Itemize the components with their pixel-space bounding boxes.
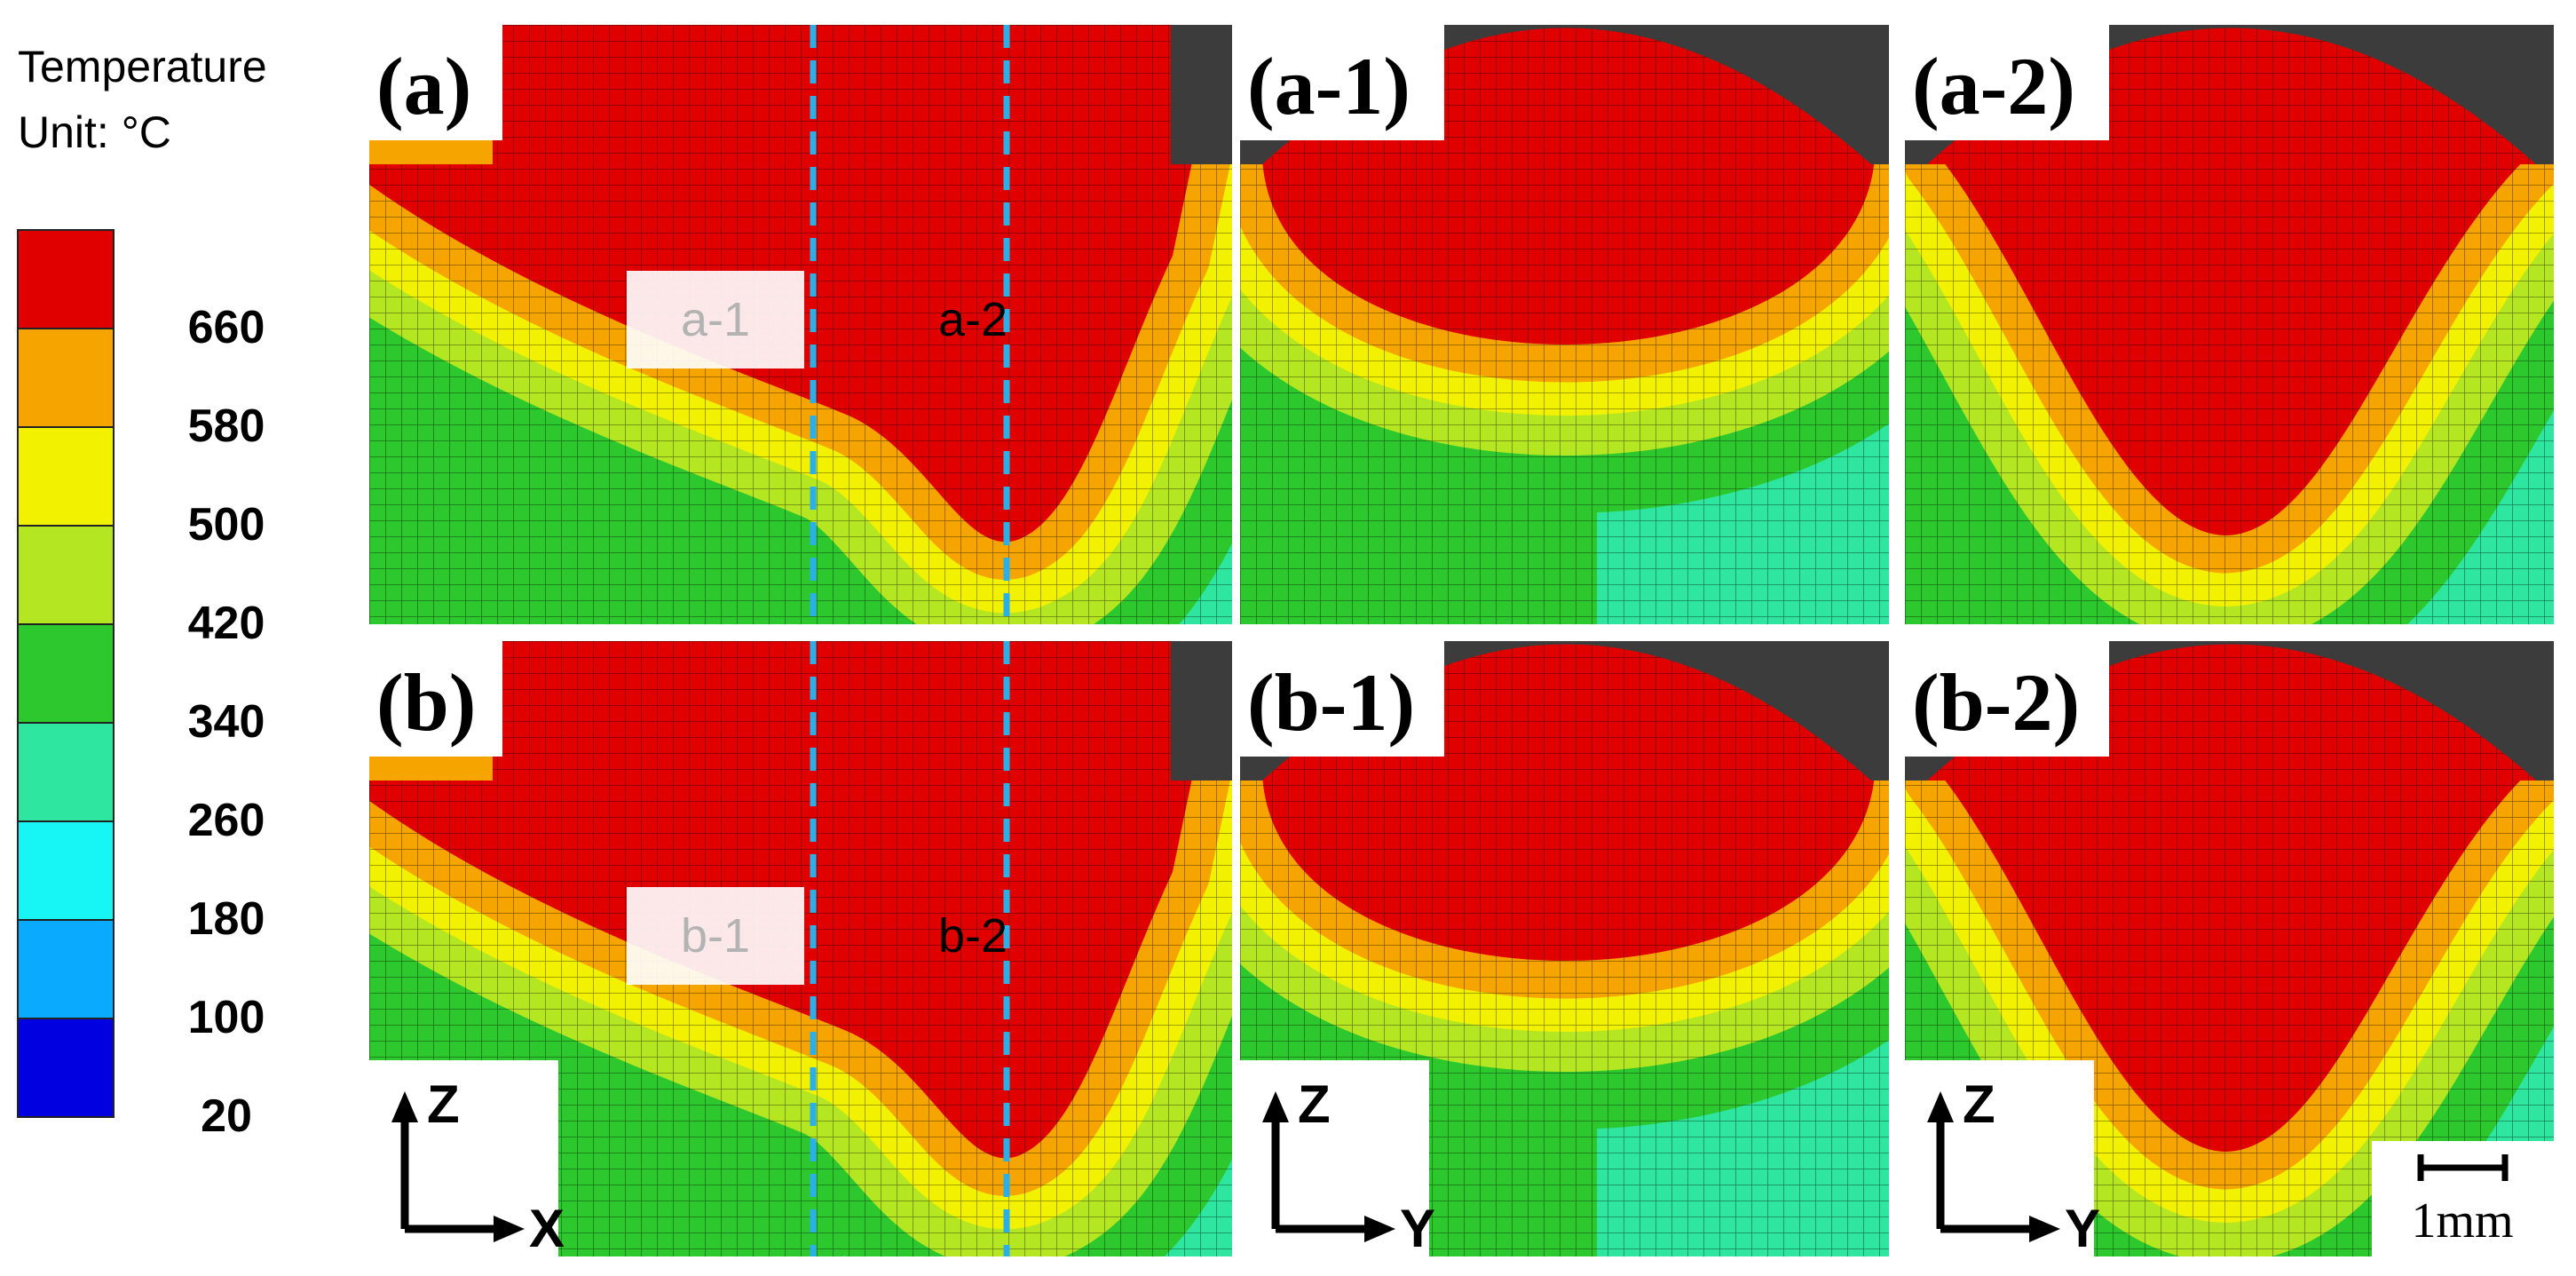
axis-triad: ZY (1905, 1060, 2100, 1258)
colorbar-band (17, 525, 115, 625)
colorbar-band (17, 919, 115, 1019)
colorbar-band (17, 328, 115, 428)
axis-arrows (1936, 1114, 2038, 1233)
colorbar-tick-label: 500 (188, 499, 265, 551)
panel-label: (b-2) (1912, 657, 2080, 748)
panel: (a-1) (1240, 25, 1889, 624)
deposit-mesh (493, 25, 1171, 164)
axis-label: Z (427, 1074, 460, 1134)
scale-box (2372, 1141, 2554, 1256)
axis-arrows (1271, 1114, 1373, 1233)
mesh (1905, 164, 2554, 624)
colorbar-tick-label: 420 (188, 598, 265, 649)
legend-unit: Unit: °C (18, 107, 171, 157)
colorbar-tick-label: 100 (188, 992, 265, 1043)
axis-label: Y (1400, 1199, 1435, 1258)
axis-triad: ZX (369, 1060, 565, 1258)
section-box (627, 887, 804, 985)
axis-arrows (400, 1114, 502, 1233)
axis-label: Z (1298, 1074, 1331, 1134)
panel-label: (b) (376, 657, 476, 748)
mesh (369, 164, 1232, 624)
section-label: b-2 (938, 909, 1007, 963)
panel: (b-1)ZY (1240, 641, 1889, 1258)
axis-label: X (529, 1199, 565, 1258)
panel: (a-2) (1905, 25, 2554, 624)
colorbar-tick-label: 180 (188, 893, 265, 945)
axis-label: Z (1963, 1074, 1995, 1134)
arrow-head (1262, 1091, 1395, 1242)
colorbar-tick-label: 20 (201, 1090, 252, 1142)
section-box (627, 271, 804, 369)
mesh (1240, 164, 1889, 624)
substrate (1240, 164, 1889, 624)
colorbar-tick-label: 260 (188, 795, 265, 846)
colorbar-tick-label: 580 (188, 400, 265, 452)
colorbar-tick-label: 660 (188, 302, 265, 353)
arrow-head (1927, 1091, 2060, 1242)
substrate (1905, 164, 2554, 624)
colorbar-band (17, 426, 115, 527)
label-box (1905, 25, 2109, 140)
label-box (369, 641, 502, 757)
label-box (369, 25, 502, 140)
panel: (b)b-1b-2ZX (369, 641, 1232, 1258)
scale-label: 1mm (2411, 1193, 2513, 1248)
panel: (a)a-1a-2 (369, 25, 1232, 624)
axis-triad: ZY (1240, 1060, 1435, 1258)
substrate (369, 164, 1232, 624)
colorbar-band (17, 820, 115, 921)
colorbar-band (17, 1018, 115, 1118)
arrow-head (391, 1091, 525, 1242)
panel: (b-2)ZY 1mm (1905, 641, 2554, 1258)
legend-title: Temperature (18, 42, 267, 91)
section-label: a-2 (938, 293, 1007, 346)
substrate (1240, 781, 1889, 1256)
label-box (1905, 641, 2109, 757)
label-box (1240, 641, 1444, 757)
colorbar-band (17, 229, 115, 329)
panel-label: (a-1) (1247, 41, 1410, 131)
scale-line (2417, 1154, 2509, 1181)
label-box (1240, 25, 1444, 140)
panel-label: (a-2) (1912, 41, 2075, 131)
panel-label: (a) (376, 41, 471, 131)
panel-label: (b-1) (1247, 657, 1415, 748)
colorbar-tick-label: 340 (188, 696, 265, 748)
colorbar-band (17, 623, 115, 724)
scale-bar: 1mm (2372, 1141, 2554, 1256)
deposit-mesh (493, 641, 1171, 781)
axis-label: Y (2065, 1199, 2100, 1258)
colorbar-band (17, 722, 115, 822)
